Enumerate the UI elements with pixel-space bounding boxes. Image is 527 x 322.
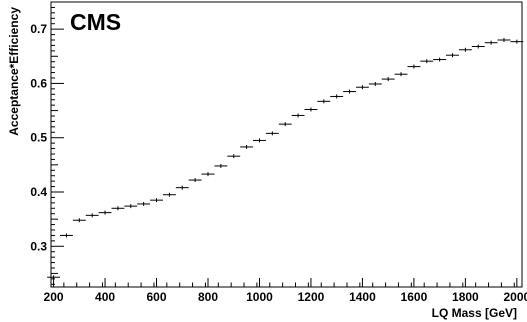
- x-tick-label: 1800: [452, 290, 479, 304]
- x-tick-label: 1200: [298, 290, 325, 304]
- data-point: [317, 99, 331, 104]
- y-axis: 0.3 0.4 0.5 0.6 0.7: [30, 1, 64, 285]
- data-point: [98, 210, 112, 215]
- data-point: [291, 113, 305, 118]
- y-axis-title: Acceptance*Efficiency: [7, 7, 21, 136]
- data-point: [124, 204, 138, 209]
- data-point: [407, 64, 421, 69]
- x-axis: 200 400 600 800 1000 1200 1400 1600 1800 2000: [44, 278, 527, 304]
- y-tick-label: 0.3: [30, 239, 47, 253]
- data-point: [265, 131, 279, 136]
- x-tick-label: 400: [95, 290, 115, 304]
- data-point: [240, 144, 254, 149]
- data-point: [214, 163, 228, 168]
- data-point: [137, 201, 151, 206]
- data-point: [330, 94, 344, 99]
- data-point: [394, 72, 408, 77]
- data-point: [381, 77, 395, 82]
- data-point: [278, 122, 292, 127]
- data-point: [253, 138, 266, 143]
- data-point: [85, 213, 99, 218]
- data-point: [446, 53, 459, 58]
- data-point: [72, 218, 86, 223]
- data-point: [188, 178, 202, 183]
- data-point: [47, 275, 61, 280]
- data-point: [355, 85, 369, 90]
- data-point: [497, 38, 511, 42]
- y-tick-label: 0.7: [30, 22, 47, 36]
- data-point: [420, 59, 434, 64]
- data-point: [433, 57, 447, 62]
- x-tick-label: 2000: [504, 290, 527, 304]
- data-point: [304, 107, 318, 112]
- data-point: [458, 47, 472, 52]
- data-point: [471, 44, 485, 49]
- data-point: [368, 81, 382, 86]
- x-axis-title: LQ Mass [GeV]: [432, 306, 517, 320]
- x-tick-label: 1600: [401, 290, 428, 304]
- plot-frame: [50, 1, 523, 288]
- data-point: [60, 233, 73, 238]
- data-points: [47, 38, 524, 280]
- data-point: [175, 185, 189, 190]
- x-tick-label: 1400: [349, 290, 376, 304]
- x-tick-label: 600: [147, 290, 167, 304]
- cms-logo: CMS: [70, 9, 121, 35]
- data-point: [111, 206, 125, 211]
- data-point: [227, 154, 241, 159]
- data-point: [510, 39, 524, 44]
- x-tick-label: 200: [44, 290, 64, 304]
- x-tick-label: 800: [198, 290, 218, 304]
- x-tick-label: 1000: [246, 290, 273, 304]
- data-point: [150, 198, 163, 203]
- data-point: [201, 172, 215, 177]
- y-tick-label: 0.4: [30, 185, 47, 199]
- data-point: [484, 40, 498, 45]
- y-tick-label: 0.5: [30, 131, 47, 145]
- data-point: [162, 192, 176, 197]
- y-tick-label: 0.6: [30, 76, 47, 90]
- data-point: [343, 89, 356, 94]
